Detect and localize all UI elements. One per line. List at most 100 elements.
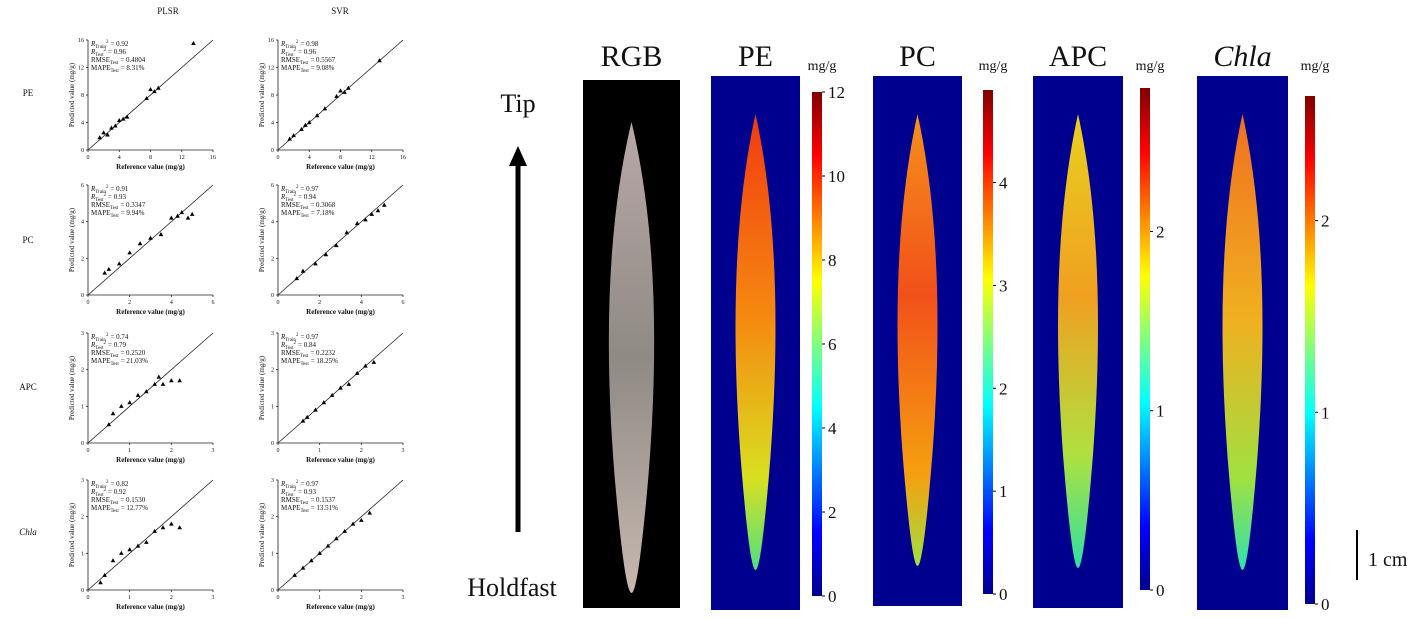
annotation-symbol: MAPE	[281, 209, 300, 217]
annotation-sub: Test	[285, 346, 294, 351]
x-tick-label: 3	[402, 448, 405, 454]
annotation-sub: Test	[285, 53, 294, 58]
y-tick-label: 1	[81, 551, 84, 557]
annotation: MAPETest = 9.08%	[281, 64, 335, 74]
annotation-symbol: R	[280, 480, 286, 488]
annotation-symbol: R	[90, 488, 96, 496]
annotation-value: = 0.93	[108, 193, 126, 201]
x-tick-label: 0	[277, 595, 280, 601]
map-leaf	[735, 114, 776, 570]
map-leaf	[897, 114, 938, 566]
annotation: RMSETest = 0.2520	[91, 349, 146, 359]
y-tick-label: 12	[268, 66, 274, 72]
x-axis-label: Reference value (mg/g)	[306, 163, 375, 171]
y-tick-label: 2	[81, 256, 84, 262]
point	[119, 550, 124, 555]
x-axis-label: Reference value (mg/g)	[116, 308, 185, 316]
y-tick-label: 2	[81, 368, 84, 374]
colorbar	[983, 90, 993, 594]
annotation-sub: Train	[285, 485, 296, 490]
annotation: RTest2 = 0.96	[280, 48, 316, 58]
point	[135, 392, 141, 397]
annotation-sub: Test	[300, 206, 309, 211]
annotation-symbol: RMSE	[91, 349, 110, 357]
row-label: APC	[19, 382, 37, 392]
rgb-leaf	[608, 122, 655, 593]
annotation-sup: 2	[294, 488, 297, 493]
x-tick-label: 6	[402, 300, 405, 306]
colorbar-label: 0	[999, 585, 1008, 604]
colorbar-label: 1	[1321, 403, 1330, 422]
colorbar-label: 10	[828, 167, 845, 186]
point	[369, 211, 375, 216]
x-tick-label: 8	[149, 155, 152, 161]
annotation-value: = 0.97	[300, 185, 318, 193]
colorbar-label: 4	[999, 174, 1008, 193]
annotation-sup: 2	[294, 341, 297, 346]
x-tick-label: 4	[170, 300, 173, 306]
annotation: RMSETest = 0.1530	[91, 496, 146, 506]
y-tick-label: 6	[81, 183, 84, 189]
annotation-symbol: RMSE	[281, 201, 300, 209]
point	[346, 85, 351, 90]
y-tick-label: 2	[271, 515, 274, 521]
annotation-sub: Train	[95, 338, 106, 343]
annotation-sup: 2	[294, 48, 297, 53]
annotation-value: = 0.82	[110, 480, 128, 488]
annotation-symbol: R	[90, 40, 96, 48]
point	[342, 89, 347, 94]
point	[344, 230, 350, 235]
point	[160, 381, 166, 386]
x-tick-label: 2	[170, 595, 173, 601]
x-tick-label: 4	[308, 155, 311, 161]
point	[137, 241, 143, 246]
annotation-symbol: MAPE	[91, 504, 110, 512]
annotation-sub: Test	[300, 362, 309, 367]
map-leaf	[1058, 114, 1098, 568]
x-tick-label: 2	[170, 448, 173, 454]
colorbar	[1305, 96, 1315, 604]
annotation-sub: Train	[95, 190, 106, 195]
point	[359, 517, 364, 522]
y-tick-label: 4	[81, 220, 84, 226]
colorbar-label: 0	[828, 587, 837, 606]
x-tick-label: 0	[87, 448, 90, 454]
y-tick-label: 0	[81, 441, 84, 447]
point	[338, 88, 343, 93]
point	[106, 422, 112, 427]
annotation-symbol: R	[90, 480, 96, 488]
y-tick-label: 0	[81, 293, 84, 299]
point	[169, 521, 174, 526]
point	[309, 558, 314, 563]
annotation-symbol: R	[280, 185, 286, 193]
annotation-symbol: R	[90, 341, 96, 349]
x-tick-label: 0	[87, 300, 90, 306]
point	[102, 270, 107, 275]
annotation: MAPETest = 9.94%	[91, 209, 145, 219]
point	[317, 550, 322, 555]
y-tick-label: 4	[271, 121, 274, 127]
annotation-value: = 9.94%	[121, 209, 145, 217]
y-tick-label: 2	[271, 256, 274, 262]
annotation-sup: 2	[296, 185, 299, 190]
annotation-symbol: R	[280, 341, 286, 349]
y-tick-label: 16	[78, 38, 84, 44]
one-to-one-line	[87, 479, 214, 591]
colorbar-label: 6	[828, 335, 837, 354]
point	[101, 130, 106, 135]
colorbar-label: 0	[1321, 595, 1330, 614]
annotation: RMSETest = 0.4804	[91, 56, 146, 66]
annotation-sup: 2	[104, 488, 107, 493]
annotation-symbol: RMSE	[281, 496, 300, 504]
annotation-sub: Test	[95, 493, 104, 498]
point	[350, 521, 356, 526]
annotation-sub: Test	[110, 354, 119, 359]
annotation-value: = 0.3068	[310, 201, 335, 209]
annotation-sup: 2	[106, 185, 109, 190]
annotation-sub: Test	[300, 354, 309, 359]
y-tick-label: 8	[271, 93, 274, 99]
annotation-value: = 7.18%	[311, 209, 335, 217]
annotation-value: = 0.92	[110, 40, 128, 48]
colorbar-label: 2	[999, 379, 1008, 398]
y-tick-label: 0	[271, 148, 274, 154]
